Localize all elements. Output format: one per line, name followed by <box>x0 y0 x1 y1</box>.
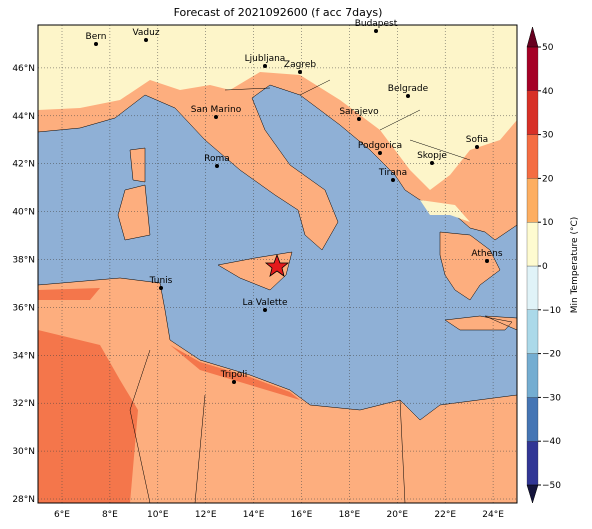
city-dot <box>263 308 267 312</box>
city-dot <box>430 161 434 165</box>
lon-tick-label: 22°E <box>434 510 456 520</box>
graticule <box>38 25 517 503</box>
city-dot <box>263 64 267 68</box>
lon-tick-label: 12°E <box>195 510 217 520</box>
city-dot <box>391 178 395 182</box>
city-dot <box>298 70 302 74</box>
city-label: Tunis <box>149 276 173 286</box>
city-label: Belgrade <box>388 84 429 94</box>
city-label: Roma <box>204 154 230 164</box>
lon-tick-label: 14°E <box>243 510 265 520</box>
city-label: Podgorica <box>358 141 402 151</box>
colorbar-band <box>526 309 539 354</box>
lat-tick-label: 42°N <box>12 160 35 170</box>
city-label: San Marino <box>191 105 242 115</box>
city-label: Budapest <box>355 19 398 29</box>
title: Forecast of 2021092600 (f acc 7days) <box>174 6 383 19</box>
lat-tick-label: 40°N <box>12 208 35 218</box>
city-label: Skopje <box>417 151 447 161</box>
lat-tick-label: 30°N <box>12 447 35 457</box>
colorbar-tick-label: 0 <box>542 262 548 272</box>
city-dot <box>214 115 218 119</box>
colorbar-label: Min Temperature (°C) <box>570 217 580 314</box>
city-label: Tirana <box>378 168 407 178</box>
colorbar-band <box>526 46 539 91</box>
lon-tick-label: 16°E <box>291 510 313 520</box>
city-dot <box>485 259 489 263</box>
colorbar-tick-label: 50 <box>542 43 554 53</box>
lat-tick-label: 46°N <box>12 64 35 74</box>
city-dot <box>215 164 219 168</box>
city-dot <box>378 151 382 155</box>
city-dot <box>475 145 479 149</box>
map-frame <box>37 24 518 504</box>
colorbar <box>526 26 541 504</box>
lat-tick-label: 36°N <box>12 303 35 313</box>
colorbar-arrow-top <box>526 26 539 48</box>
city-dot <box>406 94 410 98</box>
city-label: Ljubljana <box>245 54 286 64</box>
colorbar-band <box>526 441 539 486</box>
lon-tick-label: 18°E <box>339 510 361 520</box>
colorbar-tick-label: 30 <box>542 131 554 141</box>
city-dot <box>232 380 236 384</box>
colorbar-band <box>526 134 539 179</box>
lon-tick-label: 6°E <box>54 510 70 520</box>
lat-tick-label: 34°N <box>12 351 35 361</box>
lon-tick-label: 24°E <box>482 510 504 520</box>
city-dot <box>94 42 98 46</box>
city-dot <box>374 29 378 33</box>
city-label: Zagreb <box>284 60 316 70</box>
colorbar-tick-label: 10 <box>542 218 554 228</box>
colorbar-band <box>526 222 539 267</box>
colorbar-tick-label: 40 <box>542 87 554 97</box>
city-dot <box>357 117 361 121</box>
event-star <box>264 253 290 277</box>
colorbar-band <box>526 265 539 310</box>
lon-tick-label: 20°E <box>386 510 408 520</box>
colorbar-band <box>526 90 539 135</box>
city-label: Athens <box>471 249 502 259</box>
city-dot <box>144 38 148 42</box>
city-label: La Valette <box>243 298 288 308</box>
lat-tick-label: 44°N <box>12 112 35 122</box>
lat-tick-label: 28°N <box>12 495 35 505</box>
lon-tick-label: 8°E <box>102 510 118 520</box>
colorbar-band <box>526 397 539 442</box>
lon-tick-label: 10°E <box>147 510 169 520</box>
colorbar-tick-label: −20 <box>542 350 561 360</box>
colorbar-tick-label: −10 <box>542 306 561 316</box>
colorbar-tick-label: −40 <box>542 437 561 447</box>
city-label: Vaduz <box>132 28 159 38</box>
colorbar-band <box>526 178 539 223</box>
colorbar-arrow-bottom <box>526 484 539 504</box>
colorbar-tick-label: 20 <box>542 174 554 184</box>
city-label: Sarajevo <box>339 107 379 117</box>
colorbar-tick-label: −30 <box>542 393 561 403</box>
colorbar-band <box>526 353 539 398</box>
lat-tick-label: 32°N <box>12 399 35 409</box>
city-label: Bern <box>86 32 107 42</box>
city-label: Sofia <box>466 135 488 145</box>
city-label: Tripoli <box>220 370 248 380</box>
lat-tick-label: 38°N <box>12 256 35 266</box>
colorbar-tick-label: −50 <box>542 481 561 491</box>
city-dot <box>159 286 163 290</box>
